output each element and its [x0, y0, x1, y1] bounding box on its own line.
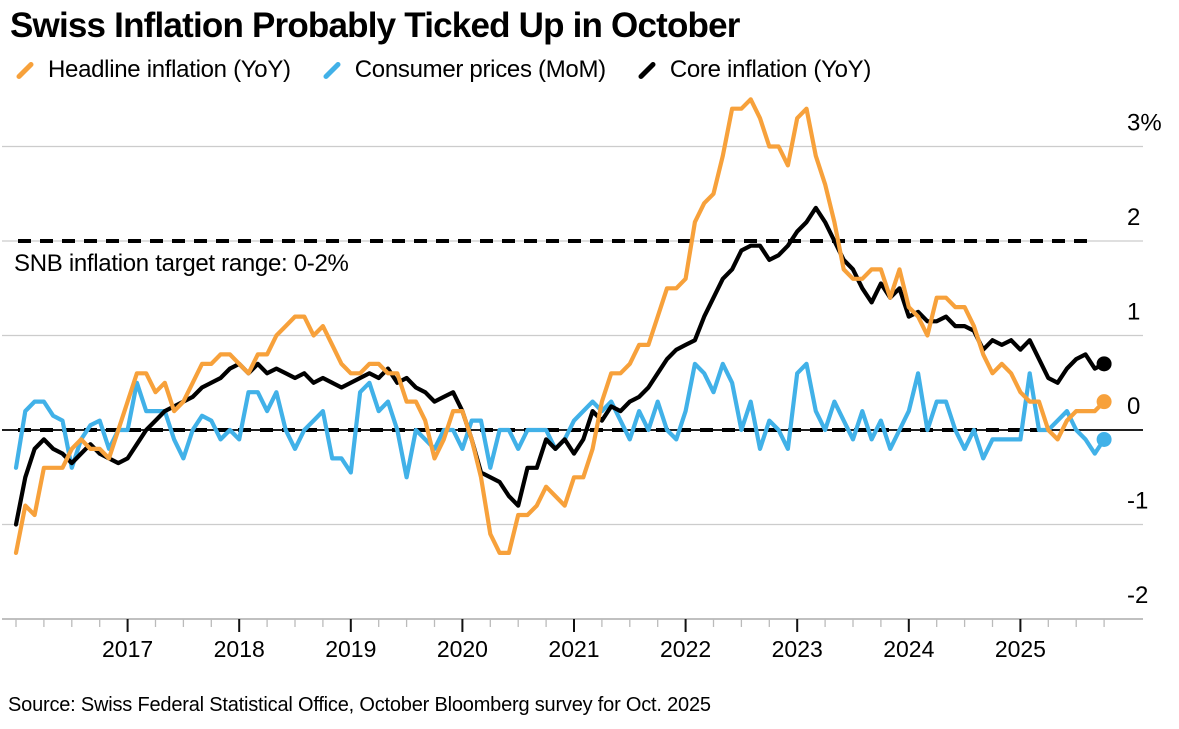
chart-legend: Headline inflation (YoY) Consumer prices… [14, 56, 871, 84]
legend-label-headline: Headline inflation (YoY) [48, 56, 291, 83]
x-axis-label: 2021 [548, 636, 599, 662]
y-axis-label: 3% [1127, 110, 1162, 137]
x-axis-label: 2018 [214, 636, 265, 662]
forecast-end-dot [1096, 431, 1112, 447]
consumer-prices-mom--line [13, 361, 1107, 480]
y-axis-label: -1 [1127, 488, 1148, 515]
x-axis-label: 2017 [102, 636, 153, 662]
y-axis-label: -2 [1127, 582, 1148, 609]
headline-inflation-yoy--line [13, 97, 1107, 556]
page-title: Swiss Inflation Probably Ticked Up in Oc… [10, 6, 740, 45]
x-axis-label: 2019 [325, 636, 376, 662]
y-axis-label: 0 [1127, 393, 1140, 420]
legend-item-consumer-mom: Consumer prices (MoM) [321, 56, 606, 84]
x-axis-label: 2020 [437, 636, 488, 662]
snb-target-annotation: SNB inflation target range: 0-2% [14, 250, 349, 277]
y-axis-label: 2 [1127, 204, 1140, 231]
x-axis-label: 2025 [995, 636, 1046, 662]
forecast-end-dot [1096, 394, 1112, 410]
headline-slash-icon [15, 60, 35, 80]
legend-item-headline: Headline inflation (YoY) [14, 56, 291, 84]
legend-label-core: Core inflation (YoY) [669, 56, 872, 83]
core-slash-icon [637, 60, 657, 80]
legend-item-core: Core inflation (YoY) [636, 56, 871, 84]
y-axis-label: 1 [1127, 299, 1140, 326]
x-axis-label: 2022 [660, 636, 711, 662]
source-note: Source: Swiss Federal Statistical Office… [8, 694, 711, 716]
consumer-mom-slash-icon [322, 60, 342, 80]
core-inflation-yoy--line [13, 205, 1107, 527]
forecast-end-dot [1096, 356, 1112, 372]
x-axis-label: 2023 [772, 636, 823, 662]
x-axis-label: 2024 [883, 636, 934, 662]
legend-label-consumer-mom: Consumer prices (MoM) [354, 56, 606, 83]
